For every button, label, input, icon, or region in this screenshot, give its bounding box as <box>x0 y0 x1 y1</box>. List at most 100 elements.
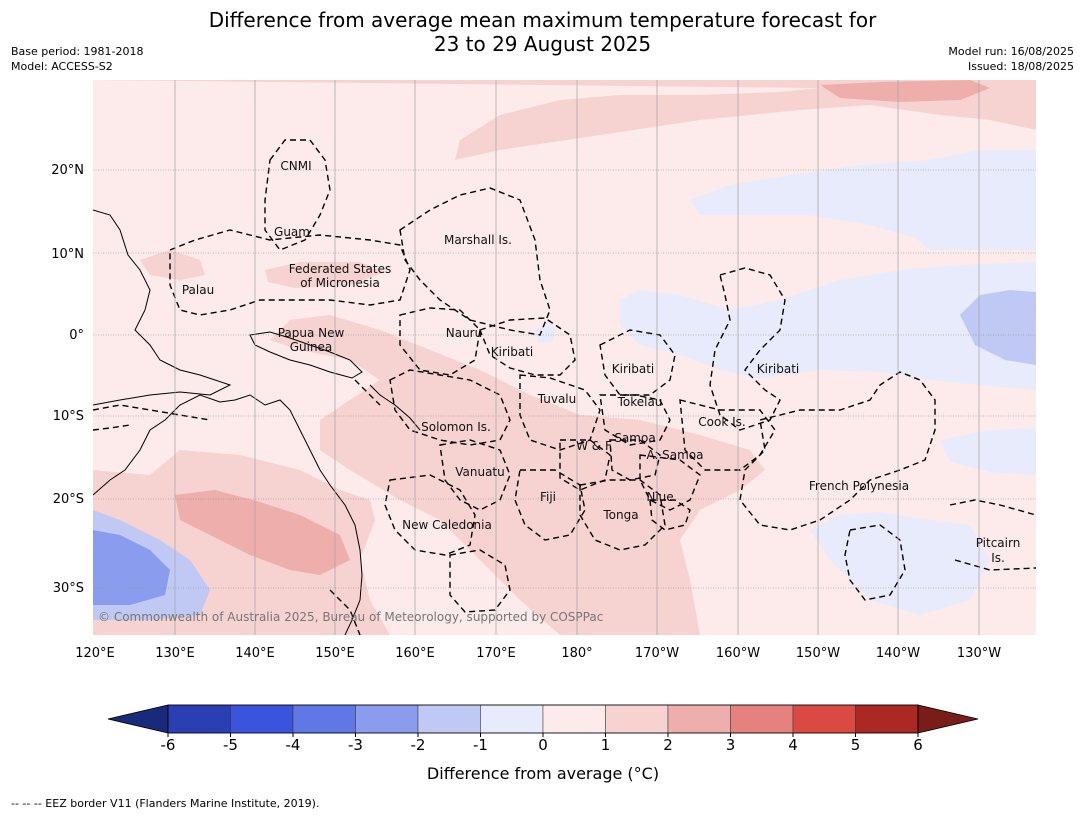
lon-label-180: 180° <box>561 646 592 661</box>
colorbar-tick-label: -3 <box>348 736 363 754</box>
place-labels: CNMI Guam Marshall Is. Federated States … <box>182 159 1020 565</box>
label-marshall: Marshall Is. <box>444 233 512 247</box>
lon-label-150e: 150°E <box>315 646 355 661</box>
lon-label-150w: 150°W <box>796 646 840 661</box>
lat-label-10n: 10°N <box>51 247 84 262</box>
label-nauru: Nauru <box>446 326 482 340</box>
label-tokelau: Tokelau <box>617 395 663 409</box>
warm-anomaly-fsm <box>265 262 385 288</box>
warm-anomaly-region-north <box>93 80 1036 160</box>
model-run: Model run: 16/08/2025 <box>948 45 1074 58</box>
eez-footnote: -- -- -- EEZ border V11 (Flanders Marine… <box>11 797 320 810</box>
colorbar-swatch <box>667 704 731 734</box>
colorbar-tick-label: 3 <box>726 736 736 754</box>
warm-anomaly-palau <box>140 250 205 280</box>
label-newcal: New Caledonia <box>402 518 492 532</box>
colorbar-tick-label: -2 <box>411 736 426 754</box>
label-png-2: Guinea <box>290 340 333 354</box>
colorbar-swatch <box>730 704 794 734</box>
model-name: Model: ACCESS-S2 <box>11 60 113 73</box>
solomon-islands-coast <box>369 384 421 431</box>
label-fsm-1: Federated States <box>289 262 391 276</box>
colorbar-tick-label: 2 <box>663 736 673 754</box>
label-palau: Palau <box>182 283 214 297</box>
issued-date: Issued: 18/08/2025 <box>967 60 1074 73</box>
colorbar: -6 -5 -4 -3 -2 -1 0 1 2 3 4 5 6 Difference from aver… <box>107 704 979 783</box>
colorbar-swatch <box>792 704 856 734</box>
label-cnmi: CNMI <box>280 159 311 173</box>
label-cook: Cook Is. <box>698 415 745 429</box>
colorbar-swatch <box>292 704 356 734</box>
colorbar-low-extend <box>107 704 169 734</box>
colorbar-tick-label: 1 <box>601 736 611 754</box>
label-pitcairn-1: Pitcairn <box>976 536 1021 550</box>
label-samoa: Samoa <box>614 431 655 445</box>
colorbar-tick-label: -1 <box>473 736 488 754</box>
colorbar-tick-label: -5 <box>223 736 238 754</box>
meta-left: Base period: 1981-2018 Model: ACCESS-S2 <box>11 44 143 74</box>
colorbar-tick-label: 0 <box>538 736 548 754</box>
cool-anomaly-southeast <box>810 512 990 615</box>
colorbar-swatch <box>167 704 231 734</box>
label-pitcairn-2: Is. <box>991 551 1005 565</box>
label-fsm-2: of Micronesia <box>300 276 380 290</box>
strong-warm-anomaly-north <box>820 80 990 102</box>
png-coastline <box>249 331 363 379</box>
colorbar-tick-label: 6 <box>913 736 923 754</box>
chart-title: Difference from average mean maximum tem… <box>0 8 1085 56</box>
map-area: CNMI Guam Marshall Is. Federated States … <box>93 80 1036 635</box>
lon-label-130e: 130°E <box>155 646 195 661</box>
colorbar-ticks: -6 -5 -4 -3 -2 -1 0 1 2 3 4 5 6 <box>161 733 923 754</box>
colorbar-swatch <box>355 704 419 734</box>
label-vanuatu: Vanuatu <box>455 465 505 479</box>
cool-anomaly-nauru <box>535 322 556 342</box>
colorbar-tick-label: -4 <box>286 736 301 754</box>
label-niue: Niue <box>646 490 673 504</box>
meta-right: Model run: 16/08/2025 Issued: 18/08/2025 <box>948 44 1074 74</box>
warm-anomaly-region-central <box>270 315 765 635</box>
lat-label-20s: 20°S <box>53 492 84 507</box>
label-wf: W & F <box>576 439 612 453</box>
lon-label-160e: 160°E <box>395 646 435 661</box>
label-frpoly: French Polynesia <box>809 479 909 493</box>
lat-label-20n: 20°N <box>51 163 84 178</box>
lon-label-170e: 170°E <box>476 646 516 661</box>
cool-anomaly-northeast <box>690 150 1036 250</box>
eez-boundaries <box>93 139 1036 635</box>
label-kiribati-east: Kiribati <box>757 362 799 376</box>
colorbar-swatches <box>167 704 919 734</box>
colorbar-swatch <box>417 704 481 734</box>
label-tonga: Tonga <box>602 508 638 522</box>
label-tuvalu: Tuvalu <box>537 392 577 406</box>
lon-label-120e: 120°E <box>75 646 115 661</box>
label-solomon: Solomon Is. <box>421 420 491 434</box>
colorbar-swatch <box>480 704 544 734</box>
colorbar-tick-label: 4 <box>788 736 798 754</box>
australia-coastline <box>93 394 363 635</box>
label-fiji: Fiji <box>540 490 556 504</box>
base-period: Base period: 1981-2018 <box>11 45 144 58</box>
lon-label-130w: 130°W <box>957 646 1001 661</box>
lon-label-140e: 140°E <box>235 646 275 661</box>
lon-label-170w: 170°W <box>635 646 679 661</box>
cool-anomaly-equatorial-east <box>620 262 1036 390</box>
label-asamoa: A. Samoa <box>647 448 704 462</box>
colorbar-swatch <box>230 704 294 734</box>
latitude-labels: 20°N 10°N 0° 10°S 20°S 30°S <box>51 163 84 596</box>
colorbar-high-extend <box>917 704 979 734</box>
colorbar-tick-label: -6 <box>161 736 176 754</box>
title-line-2: 23 to 29 August 2025 <box>433 32 652 56</box>
colorbar-swatch <box>542 704 606 734</box>
lat-label-30s: 30°S <box>53 581 84 596</box>
label-png-1: Papua New <box>278 326 345 340</box>
cold-anomaly-southwest <box>93 530 170 605</box>
lon-label-140w: 140°W <box>876 646 920 661</box>
maritime-continent-coast <box>93 209 232 406</box>
lon-label-160w: 160°W <box>716 646 760 661</box>
colorbar-label: Difference from average (°C) <box>427 764 659 783</box>
label-guam: Guam <box>274 225 310 239</box>
colorbar-tick-label: 5 <box>851 736 861 754</box>
lon-gridlines <box>174 80 980 635</box>
colorbar-swatch <box>605 704 669 734</box>
